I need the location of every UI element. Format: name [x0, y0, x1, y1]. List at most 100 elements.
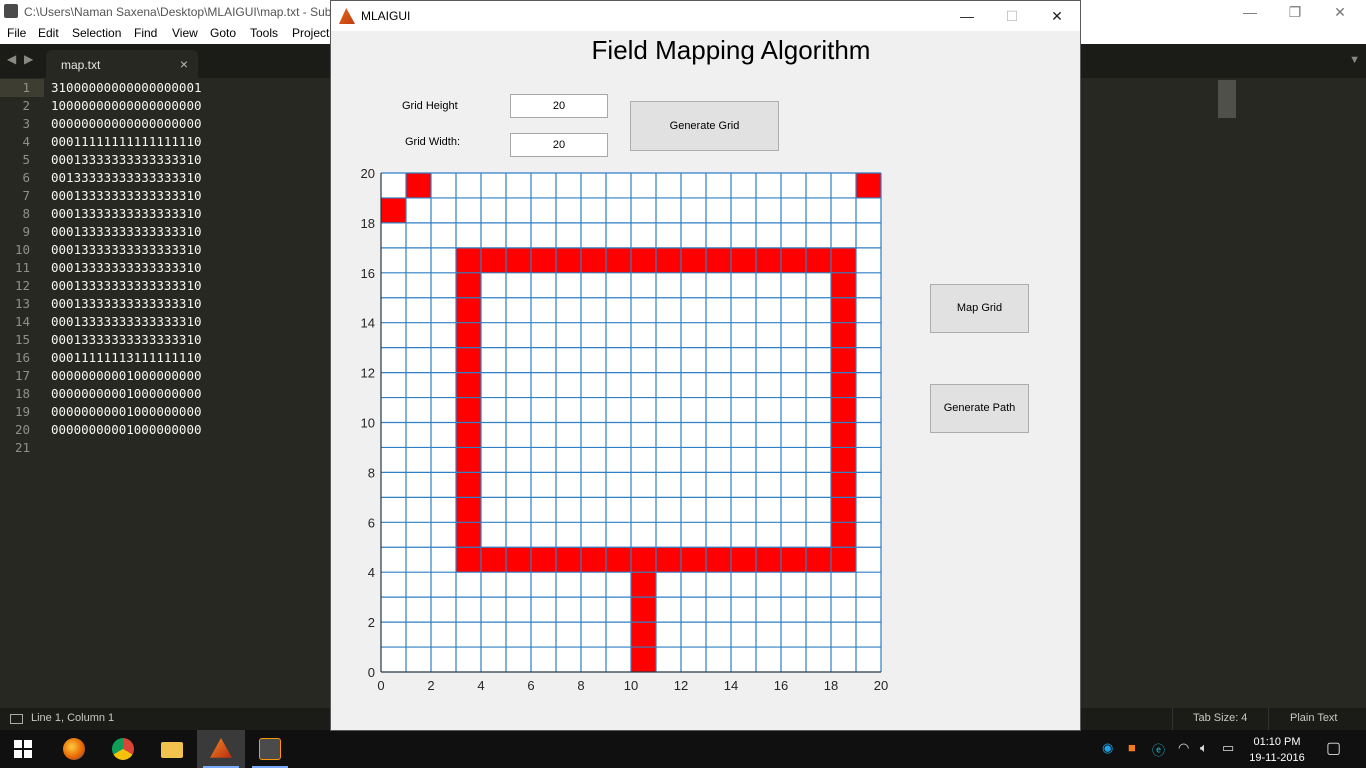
grid-width-input[interactable]: 20 [510, 133, 608, 157]
menu-edit[interactable]: Edit [38, 26, 59, 40]
obstacle-cell [831, 422, 856, 448]
code-line[interactable]: 00013333333333333310 [51, 314, 202, 329]
obstacle-cell [456, 247, 481, 273]
line-number: 21 [14, 440, 30, 455]
chrome-icon [112, 738, 134, 760]
obstacle-cell [631, 547, 656, 573]
code-line[interactable]: 00013333333333333310 [51, 332, 202, 347]
obstacle-cell [731, 547, 756, 573]
obstacle-cell [581, 547, 606, 573]
x-tick-label: 8 [577, 678, 584, 693]
menu-goto[interactable]: Goto [210, 26, 237, 40]
obstacle-cell [831, 447, 856, 473]
running-indicator [252, 766, 288, 768]
editor-minimize-button[interactable]: — [1243, 4, 1257, 20]
obstacle-cell [506, 547, 531, 573]
obstacle-cell [456, 322, 481, 348]
line-number: 17 [14, 368, 30, 383]
code-line[interactable]: 00000000000000000000 [51, 116, 202, 131]
code-line[interactable]: 00013333333333333310 [51, 296, 202, 311]
code-line[interactable]: 10000000000000000000 [51, 98, 202, 113]
taskbar-chrome[interactable] [99, 730, 147, 768]
code-line[interactable]: 00013333333333333310 [51, 278, 202, 293]
clock-time: 01:10 PM [1253, 736, 1301, 748]
obstacle-cell [831, 297, 856, 323]
tab-map-txt[interactable]: map.txt × [46, 50, 198, 78]
grid-height-input[interactable]: 20 [510, 94, 608, 118]
x-tick-label: 0 [377, 678, 384, 693]
obstacle-cell [656, 547, 681, 573]
code-line[interactable]: 00011111111111111110 [51, 134, 202, 149]
code-line[interactable]: 00013333333333333310 [51, 260, 202, 275]
menu-selection[interactable]: Selection [72, 26, 122, 40]
code-line[interactable]: 00133333333333333310 [51, 170, 202, 185]
y-tick-label: 0 [368, 665, 375, 680]
code-line[interactable]: 00013333333333333310 [51, 152, 202, 167]
obstacle-cell [831, 522, 856, 548]
menu-view[interactable]: View [172, 26, 198, 40]
menu-tools[interactable]: Tools [250, 26, 279, 40]
taskbar-matlab[interactable] [197, 730, 245, 768]
obstacle-cell [631, 572, 656, 598]
tab-dropdown-icon[interactable]: ▼ [1349, 54, 1360, 66]
syntax-indicator[interactable]: Plain Text [1290, 712, 1338, 724]
status-divider [1172, 708, 1173, 730]
code-line[interactable]: 00000000001000000000 [51, 422, 202, 437]
y-tick-label: 18 [361, 216, 375, 231]
generate-grid-button[interactable]: Generate Grid [630, 101, 779, 151]
line-number: 10 [14, 242, 30, 257]
tab-size-indicator[interactable]: Tab Size: 4 [1193, 712, 1248, 724]
taskbar-clock[interactable]: 01:10 PM 19-11-2016 [1242, 734, 1312, 766]
code-line[interactable]: 00000000001000000000 [51, 368, 202, 383]
taskbar-firefox[interactable] [50, 730, 98, 768]
code-line[interactable]: 00013333333333333310 [51, 224, 202, 239]
tray-sync-icon[interactable]: ◉ [1102, 740, 1114, 755]
code-line[interactable]: 00011111113111111110 [51, 350, 202, 365]
map-grid-button[interactable]: Map Grid [930, 284, 1029, 333]
tray-app-icon[interactable]: ■ [1128, 740, 1136, 755]
line-gutter [0, 78, 44, 708]
menu-project[interactable]: Project [292, 26, 330, 40]
folder-icon [161, 742, 183, 758]
y-tick-label: 12 [361, 366, 375, 381]
obstacle-cell [831, 472, 856, 498]
wifi-icon[interactable]: ◠ [1178, 740, 1190, 755]
notification-icon[interactable]: ▢ [1326, 740, 1342, 757]
obstacle-cell [756, 247, 781, 273]
tab-close-icon[interactable]: × [179, 56, 188, 72]
tab-next-icon[interactable]: ▶ [24, 52, 34, 66]
windows-start-icon[interactable] [14, 740, 32, 758]
minimap-viewport[interactable] [1218, 80, 1236, 118]
y-tick-label: 6 [368, 515, 375, 530]
code-line[interactable]: 31000000000000000001 [51, 80, 202, 95]
code-line[interactable]: 00013333333333333310 [51, 206, 202, 221]
code-line[interactable]: 00013333333333333310 [51, 242, 202, 257]
figure-titlebar: MLAIGUI — ☐ ✕ [331, 1, 1080, 31]
field-map-axes[interactable]: 0 2 4 6 8 10 12 14 16 18 20 0 2 4 6 8 10 12 14 16 18 20 [331, 1, 1080, 730]
obstacle-cell [456, 547, 481, 573]
battery-icon[interactable]: ▭ [1222, 740, 1235, 755]
figure-close-button[interactable]: ✕ [1051, 8, 1063, 24]
sublime-icon [259, 738, 281, 760]
menu-find[interactable]: Find [134, 26, 158, 40]
taskbar-file-explorer[interactable] [148, 730, 196, 768]
editor-close-button[interactable]: ✕ [1334, 4, 1346, 20]
code-line[interactable]: 00000000001000000000 [51, 386, 202, 401]
editor-restore-button[interactable]: ❐ [1288, 4, 1302, 20]
obstacle-cell [581, 247, 606, 273]
taskbar-sublime[interactable] [246, 730, 294, 768]
code-line[interactable]: 00000000001000000000 [51, 404, 202, 419]
status-divider [1268, 708, 1269, 730]
tray-e-icon[interactable]: ⓔ [1152, 743, 1166, 758]
menu-file[interactable]: File [7, 26, 27, 40]
obstacle-cell [381, 197, 406, 223]
obstacle-cell [631, 597, 656, 623]
volume-icon[interactable]: 🔈︎ [1200, 740, 1208, 755]
figure-minimize-button[interactable]: — [960, 8, 974, 24]
generate-path-button[interactable]: Generate Path [930, 384, 1029, 433]
code-line[interactable]: 00013333333333333310 [51, 188, 202, 203]
tab-prev-icon[interactable]: ◀ [7, 52, 17, 66]
firefox-icon [63, 738, 85, 760]
panel-toggle-icon[interactable] [10, 714, 23, 724]
figure-maximize-button[interactable]: ☐ [1005, 8, 1019, 24]
